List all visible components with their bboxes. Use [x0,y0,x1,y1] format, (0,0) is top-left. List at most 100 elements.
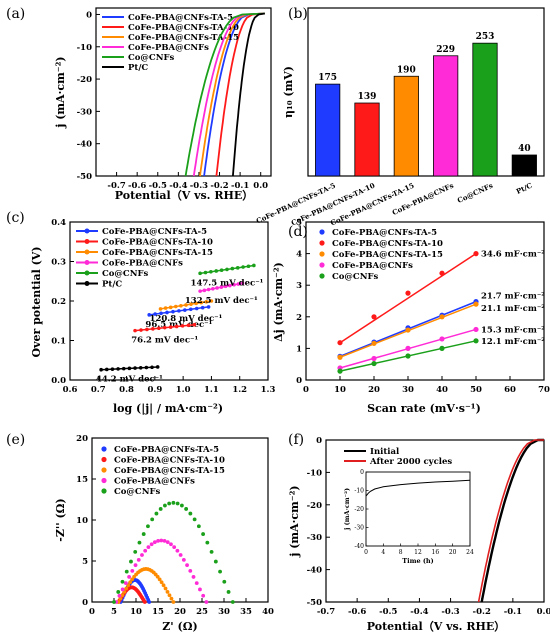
nyquist-point [167,501,172,506]
y-tick-label: 20 [76,434,88,444]
tafel-point [214,269,219,273]
y-tick-label: 0.2 [51,297,66,307]
x-tick-label: -0.4 [410,607,428,617]
tafel-point [138,365,143,370]
y-tick-label: 0 [86,10,92,20]
inset-y-tick-label: -30 [354,525,364,532]
legend-marker [84,281,90,286]
nyquist-point [191,575,196,579]
legend-marker [319,240,325,246]
tafel-point [179,303,183,308]
y-axis-label: j (mA·cm⁻²) [288,485,301,557]
nyquist-point [124,586,129,591]
y-tick-label: -50 [307,598,322,608]
nyquist-point [181,557,186,562]
panel-b: (b)η₁₀ (mV) 175CoFe-PBA@CNFs-TA-5139CoFe-… [255,6,545,227]
nyquist-point [167,593,172,598]
tafel-point [133,366,137,370]
legend-marker [319,262,325,268]
nyquist-point [165,589,170,594]
y-tick-label: 0 [296,376,302,386]
tafel-point [206,287,211,292]
nyquist-point [184,507,189,511]
nyquist-point [120,587,125,592]
y-tick-label: -50 [77,172,92,182]
x-tick-label: -0.6 [348,607,366,617]
x-tick-label: -0.7 [107,181,125,191]
x-tick-label: -0.3 [441,607,459,617]
x-axis-label: log (|j| / mA·cm⁻²) [113,402,223,415]
nyquist-point [204,600,209,604]
bar-value-label: 139 [358,92,377,102]
panel-e: (e) 0 5 10 15 20 25 30 35 40 0 5 10 15 20 Z' (Ω) -Z'' (Ω… [6,432,274,633]
legend-label: CoFe-PBA@CNFs-TA-10 [128,23,239,33]
nyquist-point [188,511,193,516]
tafel-point [153,312,157,316]
nyquist-point [161,583,166,588]
tafel-point [121,366,126,371]
tafel-point [168,325,173,329]
x-axis-label: Scan rate (mV·s⁻¹) [367,402,481,415]
legend-label: CoFe-PBA@CNFs-TA-15 [128,33,239,43]
x-tick-label: -0.2 [473,607,491,617]
y-tick-label: -10 [307,468,322,478]
nyquist-point [133,563,138,568]
lsv-curve [215,12,265,177]
tafel-point [144,365,149,370]
legend-marker [84,270,90,276]
data-point [473,326,479,333]
tafel-point [173,304,178,309]
nyquist-point [146,545,151,550]
tafel-point [198,271,202,276]
y-tick-label: 15 [76,475,88,485]
legend-label: Co@CNFs [128,53,175,63]
tafel-point [219,268,224,272]
legend-label: CoFe-PBA@CNFs-TA-10 [102,238,213,248]
nyquist-point [117,593,122,598]
tafel-point [194,301,198,306]
data-point [371,360,377,367]
x-tick-label: 50 [470,385,482,395]
tafel-point [241,265,245,269]
lsv-curve [199,12,265,177]
x-tick-label: 0.0 [537,607,550,617]
legend-marker [84,249,90,255]
nyquist-point [143,548,148,553]
x-tick-label: -0.5 [149,181,167,191]
nyquist-point [120,579,125,584]
nyquist-point [196,524,201,529]
nyquist-point [198,587,202,592]
tafel-point [194,306,199,311]
plot-frame [325,439,545,603]
nyquist-point [194,581,199,586]
legend-marker [319,251,325,257]
nyquist-point [116,590,121,594]
nyquist-point [156,538,160,543]
tafel-point [183,308,187,312]
tafel-point [225,267,229,272]
tafel-point [199,300,204,305]
x-tick-label: 0.0 [253,181,268,191]
tafel-point [155,365,160,369]
fit-line [339,252,477,344]
tafel-point [116,367,120,371]
nyquist-point [118,596,123,601]
tafel-point [168,305,173,310]
lsv-curve [232,12,265,177]
bar [354,102,380,177]
nyquist-point [159,538,164,543]
legend-label: Pt/C [128,63,148,73]
nyquist-point [185,563,189,568]
nyquist-point [133,549,138,554]
legend-label: CoFe-PBA@CNFs [332,261,413,271]
nyquist-point [149,542,154,547]
nyquist-point [130,577,135,582]
legend-marker [319,273,325,279]
bar-value-label: 190 [397,65,416,75]
tafel-point [188,307,193,312]
y-tick-label: 0.1 [51,337,66,347]
x-tick-label: -0.1 [231,181,249,191]
tafel-point [211,286,215,291]
tafel-slope-label: 147.5 mV dec⁻¹ [191,278,264,288]
legend-label: Co@CNFs [102,269,149,279]
